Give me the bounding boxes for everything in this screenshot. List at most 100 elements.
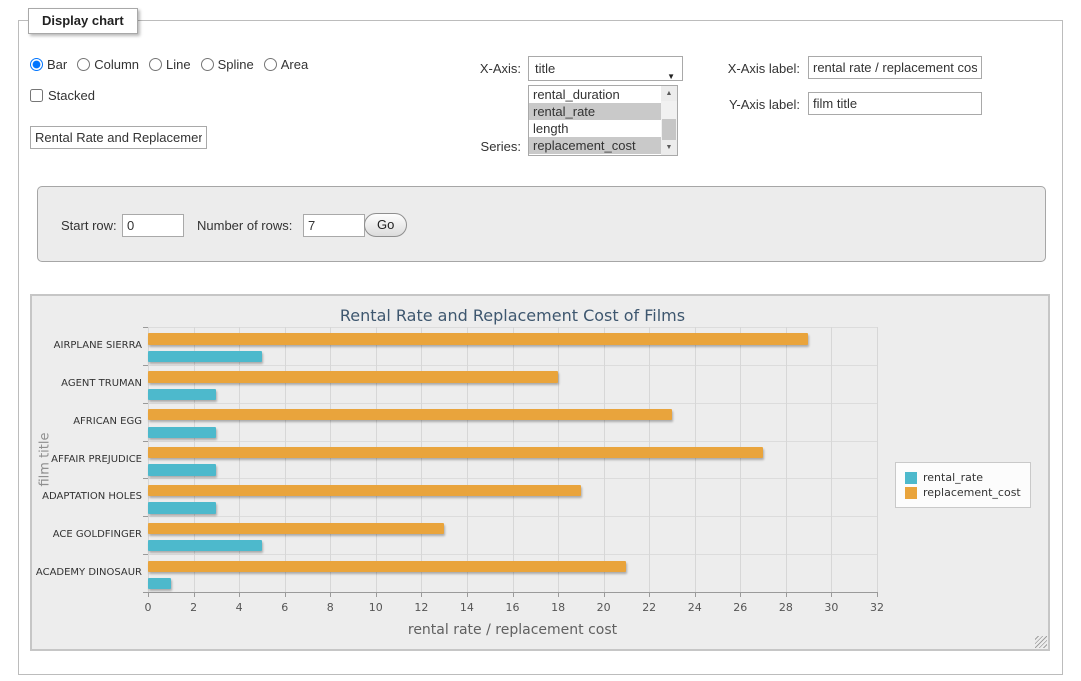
- scroll-down-icon[interactable]: ▼: [661, 140, 677, 155]
- bar-rental_rate[interactable]: [148, 502, 216, 513]
- gridline-vertical: [513, 327, 514, 592]
- x-axis-select[interactable]: title ▼: [528, 56, 683, 81]
- y-axis-tick: [143, 516, 148, 517]
- bar-replacement_cost[interactable]: [148, 523, 444, 534]
- x-tick-label: 2: [179, 601, 209, 614]
- scroll-up-icon[interactable]: ▲: [661, 86, 677, 101]
- chart-type-radio-spline[interactable]: [201, 58, 214, 71]
- gridline-vertical: [786, 327, 787, 592]
- chart-type-bar[interactable]: Bar: [30, 57, 67, 72]
- legend-swatch-icon: [905, 487, 917, 499]
- x-tick-label: 22: [634, 601, 664, 614]
- category-label: AIRPLANE SIERRA: [32, 340, 142, 351]
- go-button[interactable]: Go: [364, 213, 407, 237]
- gridline-vertical: [649, 327, 650, 592]
- series-listbox[interactable]: rental_durationrental_ratelengthreplacem…: [528, 85, 678, 156]
- bar-rental_rate[interactable]: [148, 464, 216, 475]
- category-label: ACE GOLDFINGER: [32, 529, 142, 540]
- chart-type-radio-area[interactable]: [264, 58, 277, 71]
- legend-item-rental_rate[interactable]: rental_rate: [905, 471, 1021, 484]
- bar-replacement_cost[interactable]: [148, 409, 672, 420]
- x-tick-label: 30: [816, 601, 846, 614]
- x-tick-label: 10: [361, 601, 391, 614]
- bar-rental_rate[interactable]: [148, 351, 262, 362]
- y-axis-tick: [143, 441, 148, 442]
- bar-replacement_cost[interactable]: [148, 333, 808, 344]
- x-tick-label: 24: [680, 601, 710, 614]
- fieldset-legend: Display chart: [28, 8, 138, 34]
- category-label: ACADEMY DINOSAUR: [32, 567, 142, 578]
- x-tick-label: 12: [406, 601, 436, 614]
- chart-type-label: Area: [281, 57, 308, 72]
- chart-type-area[interactable]: Area: [264, 57, 308, 72]
- stacked-checkbox[interactable]: [30, 89, 43, 102]
- chart-title-input[interactable]: [30, 126, 207, 149]
- gridline-vertical: [148, 327, 149, 592]
- x-tick-label: 26: [725, 601, 755, 614]
- gridline-vertical: [467, 327, 468, 592]
- chart-type-spline[interactable]: Spline: [201, 57, 254, 72]
- y-axis-label-caption: Y-Axis label:: [706, 97, 800, 113]
- category-label: AFFAIR PREJUDICE: [32, 454, 142, 465]
- series-option-replacement_cost[interactable]: replacement_cost: [529, 137, 661, 154]
- bar-replacement_cost[interactable]: [148, 371, 558, 382]
- bar-rental_rate[interactable]: [148, 427, 216, 438]
- chart-type-label: Column: [94, 57, 139, 72]
- listbox-scrollbar[interactable]: ▲ ▼: [661, 86, 677, 155]
- x-axis-select-value: title: [535, 61, 555, 76]
- stacked-label: Stacked: [48, 88, 95, 103]
- series-option-rental_rate[interactable]: rental_rate: [529, 103, 661, 120]
- x-tick-label: 4: [224, 601, 254, 614]
- x-tick-label: 32: [862, 601, 892, 614]
- y-axis-tick: [143, 554, 148, 555]
- series-caption: Series:: [430, 139, 521, 155]
- gridline-vertical: [285, 327, 286, 592]
- y-axis-tick: [143, 327, 148, 328]
- series-option-rental_duration[interactable]: rental_duration: [529, 86, 661, 103]
- chart-legend: rental_rate replacement_cost: [895, 462, 1031, 508]
- x-tick-label: 18: [543, 601, 573, 614]
- category-label: ADAPTATION HOLES: [32, 491, 142, 502]
- legend-swatch-icon: [905, 472, 917, 484]
- x-tick-label: 20: [589, 601, 619, 614]
- category-label: AFRICAN EGG: [32, 416, 142, 427]
- chart-type-label: Line: [166, 57, 191, 72]
- x-tick-label: 28: [771, 601, 801, 614]
- gridline-vertical: [604, 327, 605, 592]
- x-tick-label: 0: [133, 601, 163, 614]
- chart-type-radio-group: Bar Column Line Spline Area: [30, 55, 318, 73]
- chart-type-line[interactable]: Line: [149, 57, 191, 72]
- x-axis-caption: X-Axis:: [430, 61, 521, 77]
- resize-grip-icon[interactable]: [1035, 636, 1047, 648]
- chart-type-radio-bar[interactable]: [30, 58, 43, 71]
- x-tick-label: 14: [452, 601, 482, 614]
- y-axis-tick: [143, 478, 148, 479]
- stacked-checkbox-row[interactable]: Stacked: [30, 88, 95, 103]
- y-axis-label-input[interactable]: [808, 92, 982, 115]
- number-of-rows-caption: Number of rows:: [197, 218, 292, 234]
- bar-rental_rate[interactable]: [148, 540, 262, 551]
- bar-replacement_cost[interactable]: [148, 485, 581, 496]
- chart-type-column[interactable]: Column: [77, 57, 139, 72]
- gridline-vertical: [421, 327, 422, 592]
- x-axis-line: [148, 592, 878, 593]
- legend-item-replacement_cost[interactable]: replacement_cost: [905, 486, 1021, 499]
- series-option-length[interactable]: length: [529, 120, 661, 137]
- bar-rental_rate[interactable]: [148, 578, 171, 589]
- chart-type-radio-column[interactable]: [77, 58, 90, 71]
- x-axis-title: rental rate / replacement cost: [148, 622, 877, 638]
- gridline-vertical: [831, 327, 832, 592]
- category-label: AGENT TRUMAN: [32, 378, 142, 389]
- start-row-input[interactable]: [122, 214, 184, 237]
- bar-replacement_cost[interactable]: [148, 447, 763, 458]
- chart-type-label: Spline: [218, 57, 254, 72]
- bar-replacement_cost[interactable]: [148, 561, 626, 572]
- x-axis-label-input[interactable]: [808, 56, 982, 79]
- x-tick-label: 6: [270, 601, 300, 614]
- chart-type-radio-line[interactable]: [149, 58, 162, 71]
- gridline-vertical: [194, 327, 195, 592]
- scrollbar-thumb[interactable]: [662, 119, 676, 140]
- bar-rental_rate[interactable]: [148, 389, 216, 400]
- number-of-rows-input[interactable]: [303, 214, 365, 237]
- y-axis-tick: [143, 403, 148, 404]
